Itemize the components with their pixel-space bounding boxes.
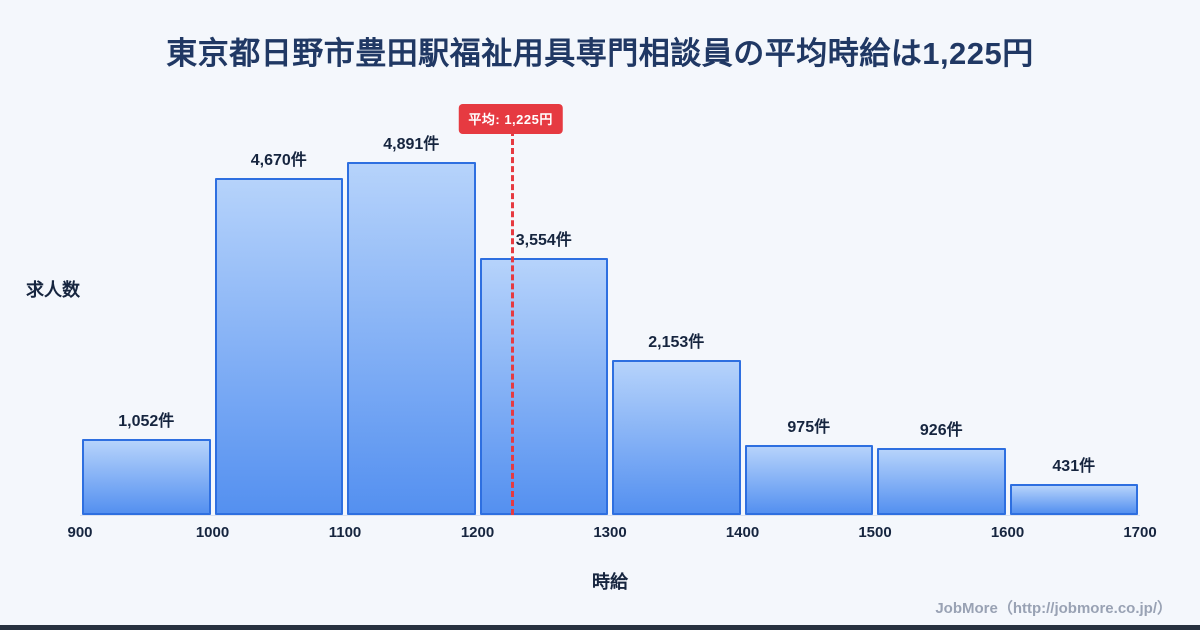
bar-value-label: 2,153件 [648,334,705,351]
histogram-bar [479,258,608,515]
bar-value-label: 975件 [787,419,831,436]
bar-value-label: 926件 [919,422,963,439]
histogram-bar [214,178,343,515]
x-axis-baseline [80,515,1140,516]
x-axis-label: 時給 [592,572,628,592]
x-tick-label: 1300 [593,524,627,541]
histogram-bar [744,445,873,515]
footer-credit: JobMore（http://jobmore.co.jp/） [935,600,1172,617]
x-tick-label: 1700 [1123,524,1157,541]
histogram-bar [877,448,1006,515]
histogram-bar [1009,484,1138,515]
histogram-bar [612,360,741,515]
x-axis-ticks: 900 1000 1100 1200 1300 1400 1500 1600 1700 [67,524,1156,544]
page-title: 東京都日野市豊田駅福祉用具専門相談員の平均時給は1,225円 [166,36,1034,71]
x-tick-label: 1100 [328,524,362,541]
histogram-bar [347,162,476,515]
bar-value-label: 431件 [1052,458,1096,475]
x-tick-label: 1600 [990,524,1025,541]
x-tick-label: 900 [67,524,93,541]
x-tick-label: 1000 [195,524,230,541]
histogram-bar [82,439,211,515]
bottom-accent-bar [0,625,1200,630]
bar-value-label: 4,670件 [250,152,307,169]
average-line [510,130,514,515]
bar-value-label: 3,554件 [515,232,572,249]
x-tick-label: 1400 [725,524,760,541]
plot-area: 平均: 1,225円 1,052件 4,670件 4,891件 3,554件 2,153… [80,104,1140,515]
average-badge: 平均: 1,225円 [458,104,563,134]
x-tick-label: 1500 [858,524,892,541]
y-axis-label: 求人数 [26,280,80,300]
x-tick-label: 1200 [460,524,495,541]
bar-value-label: 4,891件 [383,136,440,153]
bar-value-label: 1,052件 [118,413,175,430]
